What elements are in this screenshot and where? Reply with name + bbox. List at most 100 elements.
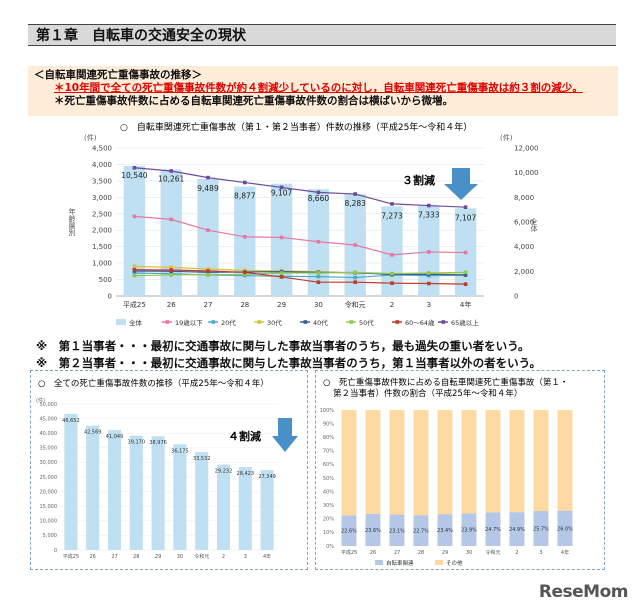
legend-swatch (116, 319, 126, 325)
bar-total-label: 10,261 (158, 174, 184, 183)
left-tick-label: 4,000 (92, 161, 112, 169)
y-tick-label: 15,000 (40, 504, 58, 510)
series-point (390, 281, 394, 285)
note-second-party: ※ 第２当事者・・・最初に交通事故に関与した事故当事者のうち，第１当事者以外の者… (36, 356, 541, 370)
x-tick-label: 26 (90, 554, 96, 560)
bar-other (509, 410, 525, 513)
y-tick-label: 10,000 (40, 519, 58, 525)
legend-label: 30代 (267, 318, 282, 327)
bar-bicycle-label: 24.9% (509, 527, 525, 533)
bar-other (341, 410, 357, 516)
bar-bicycle-label: 23.9% (461, 528, 477, 534)
bar (173, 444, 187, 550)
bar-total-label: 8,660 (308, 194, 330, 203)
left-chart: ○ 全ての死亡重傷事故件数の推移（平成25年～令和４年） (件) 0 5,000 1… (36, 378, 298, 560)
bar-label: 38,976 (149, 440, 167, 446)
main-chart: ○ 自転車関連死亡重傷事故（第１・第２当事者）件数の推移（平成25年～令和４年）… (68, 121, 539, 327)
series-point (169, 169, 173, 173)
x-tick-label: 4年 (561, 549, 569, 556)
bar-bicycle (413, 515, 429, 546)
series-point (463, 273, 468, 277)
x-tick-label: 30 (314, 301, 323, 309)
series-point (206, 228, 210, 233)
bar-other (413, 410, 429, 516)
series-point (427, 271, 431, 275)
right-chart-title-line-1: ○ 死亡重傷事故件数に占める自転車関連死亡重傷事故（第１・ (323, 377, 568, 388)
series-point (390, 202, 394, 206)
y-tick-label: 30% (323, 503, 334, 509)
summary-line-2: ＊死亡重傷事故件数に占める自転車関連死亡重傷事故件数の割合は横ばいから微増。 (54, 95, 453, 107)
series-point (390, 253, 394, 257)
legend-label: 65歳以上 (451, 318, 479, 327)
left-tick-label: 3,000 (92, 194, 112, 202)
bar (195, 452, 209, 550)
y-tick-label: 20% (323, 517, 334, 523)
main-chart-left-unit: (件) (84, 133, 97, 142)
bar-bicycle (341, 515, 357, 546)
series-point (353, 275, 357, 280)
left-tick-label: 4,500 (92, 145, 112, 153)
y-tick-label: 40,000 (40, 431, 58, 437)
series-point (390, 271, 394, 276)
main-chart-left-axis-label: 年齢層別 (68, 207, 76, 237)
y-tick-label: 90% (323, 421, 334, 427)
x-tick-label: 4年 (460, 300, 471, 309)
bar-bicycle-label: 24.7% (485, 527, 501, 533)
bar (129, 435, 143, 550)
right-tick-label: 8,000 (514, 194, 534, 202)
series-point (206, 272, 210, 277)
series-point (316, 274, 321, 279)
bar-bicycle (533, 511, 549, 546)
series-point (463, 205, 468, 209)
note-first-party: ※ 第１当事者・・・最初に交通事故に関与した事故当事者のうち，最も過失の重い者を… (36, 339, 530, 353)
bar-bicycle (461, 513, 477, 546)
left-tick-label: 1,000 (92, 260, 112, 268)
right-tick-label: 10,000 (514, 169, 539, 177)
x-tick-label: 令和元 (345, 300, 366, 309)
series-point (316, 190, 321, 195)
x-tick-label: 2 (390, 301, 394, 309)
x-tick-label: 3 (539, 550, 542, 556)
left-tick-label: 3,500 (92, 177, 112, 185)
series-point (132, 271, 137, 275)
bar-label: 42,569 (84, 430, 102, 436)
legend-label: 自転車関連 (386, 559, 414, 567)
x-tick-label: 26 (167, 301, 176, 309)
series-point (132, 165, 137, 170)
series-point (463, 250, 468, 255)
bar (64, 413, 78, 550)
x-tick-label: 28 (133, 554, 139, 560)
legend-marker (395, 320, 400, 324)
summary-line-1: ＊10年間で全ての死亡重傷事故件数が約４割減少しているのに対し，自転車関連死亡重… (54, 82, 583, 94)
bar-bicycle-label: 26.0% (557, 526, 573, 532)
series-point (243, 272, 247, 277)
legend-label: 50代 (359, 318, 374, 327)
legend-marker (441, 320, 446, 324)
right-chart-title-line-2: 第２当事者）件数の割合（平成25年～令和４年） (333, 388, 522, 399)
bar-bicycle-label: 22.6% (341, 529, 357, 535)
series-point (169, 268, 173, 272)
legend-label: 19歳以下 (175, 318, 203, 327)
series-point (132, 214, 137, 219)
series-point (427, 203, 431, 208)
bar-total-label: 7,107 (455, 213, 477, 222)
bar-other (557, 410, 573, 511)
bar-bicycle (485, 512, 501, 546)
left-panel (30, 370, 308, 570)
series-point (206, 267, 210, 271)
series-line-5 (134, 271, 466, 277)
legend-marker (257, 320, 262, 324)
series-point (279, 275, 284, 279)
series-point (353, 280, 357, 284)
legend-label: その他 (446, 559, 463, 567)
y-tick-label: 10% (323, 530, 334, 536)
right-tick-label: 2,000 (514, 268, 534, 276)
bar-other (389, 410, 405, 515)
series-point (206, 269, 210, 273)
bar-total-label: 8,877 (234, 192, 256, 201)
legend-swatch (435, 560, 443, 565)
series-point (316, 239, 321, 244)
bar-bicycle-label: 23.6% (365, 528, 381, 534)
bar-label: 41,049 (106, 434, 124, 440)
x-tick-label: 平成25 (63, 553, 79, 560)
